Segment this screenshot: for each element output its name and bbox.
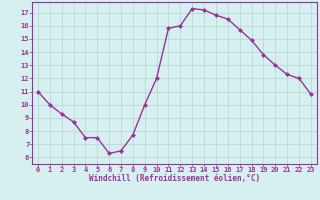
X-axis label: Windchill (Refroidissement éolien,°C): Windchill (Refroidissement éolien,°C) xyxy=(89,174,260,183)
